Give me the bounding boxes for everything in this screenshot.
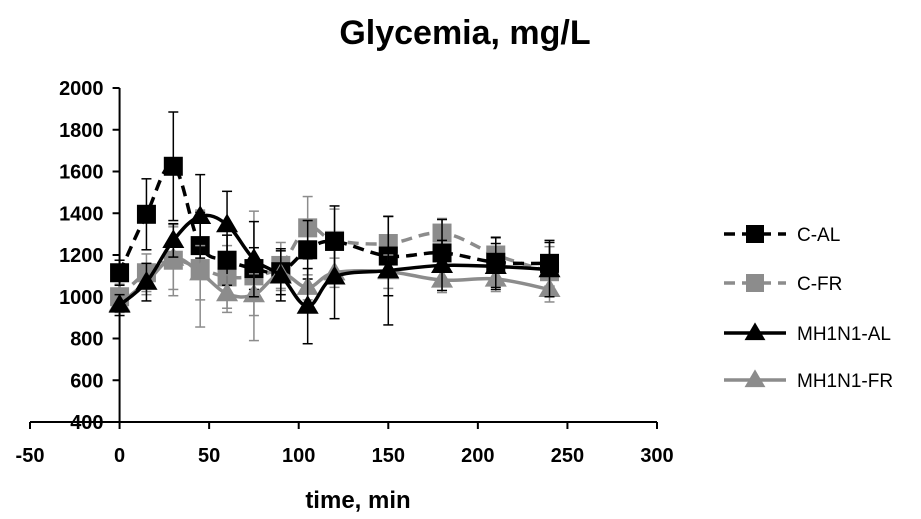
legend-marker — [746, 274, 764, 292]
axes: -50 0 50 100 150 200 250 300 400 600 800 1000 1200 14… — [16, 78, 674, 467]
data-point — [135, 270, 158, 290]
y-tick-label: 600 — [70, 370, 103, 392]
legend-item-c-al: C-AL — [724, 225, 840, 246]
legend-marker — [744, 369, 766, 388]
x-tick-label: 100 — [282, 445, 315, 467]
x-tick-label: 250 — [551, 445, 584, 467]
x-tick-label: 300 — [640, 445, 673, 467]
chart-title: Glycemia, mg/L — [339, 14, 590, 52]
legend-label: MH1N1-AL — [797, 324, 891, 345]
legend-item-mh1n1-fr: MH1N1-FR — [724, 369, 893, 392]
data-point — [296, 294, 319, 314]
y-tick-label: 1800 — [59, 120, 104, 142]
legend-marker — [746, 225, 764, 243]
data-point — [242, 247, 265, 267]
data-point — [217, 250, 237, 270]
legend-item-c-fr: C-FR — [724, 274, 842, 295]
data-point — [110, 263, 130, 283]
data-point — [163, 156, 183, 176]
data-point — [484, 255, 507, 275]
data-point — [431, 254, 454, 274]
x-tick-label: 200 — [461, 445, 494, 467]
legend-label: C-AL — [797, 225, 840, 246]
y-tick-label: 400 — [70, 412, 103, 434]
x-tick-label: 50 — [198, 445, 220, 467]
x-tick-label: 0 — [114, 445, 125, 467]
y-tick-label: 1600 — [59, 162, 104, 184]
x-tick-label: 150 — [372, 445, 405, 467]
data-point — [216, 282, 239, 302]
y-tick-label: 1400 — [59, 203, 104, 225]
data-point — [298, 240, 318, 260]
data-point — [538, 258, 561, 278]
legend-label: MH1N1-FR — [797, 371, 893, 392]
data-point — [108, 293, 131, 313]
data-point — [189, 261, 212, 281]
y-tick-label: 1200 — [59, 245, 104, 267]
x-axis-label: time, min — [305, 487, 410, 514]
data-point — [269, 264, 292, 284]
data-point — [189, 205, 212, 224]
data-point — [136, 204, 156, 224]
y-tick-label: 800 — [70, 329, 103, 351]
series-mh1n1-al — [108, 173, 561, 345]
x-tick-label: -50 — [16, 445, 45, 467]
legend-label: C-FR — [797, 274, 842, 295]
data-point — [216, 213, 239, 233]
data-point — [323, 265, 346, 285]
data-point — [162, 229, 185, 248]
y-tick-label: 2000 — [59, 78, 104, 100]
y-tick-label: 1000 — [59, 287, 104, 309]
legend-item-mh1n1-al: MH1N1-AL — [724, 322, 891, 345]
legend-marker — [744, 322, 766, 341]
data-point — [377, 259, 400, 279]
legend: C-AL C-FR MH1N1-AL MH1N1-FR — [724, 225, 893, 392]
series-layer — [108, 111, 561, 345]
